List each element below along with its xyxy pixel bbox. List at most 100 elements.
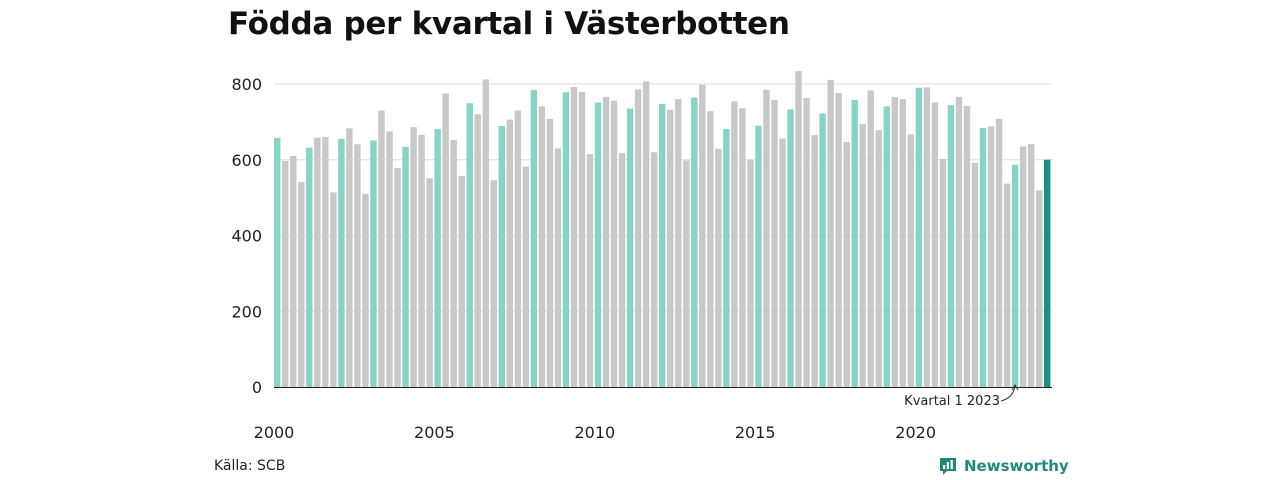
bar [442,93,449,387]
bar [859,124,866,388]
bar [306,147,313,387]
annotation-arrow [1000,385,1016,402]
bar [691,97,698,387]
bar [626,108,634,388]
bar [426,178,433,387]
bar [466,103,473,387]
bar [731,101,738,388]
bar [570,87,578,387]
bar [610,100,618,388]
bar [650,152,658,387]
bar [931,102,939,387]
bar [354,144,361,387]
bar [1019,146,1027,387]
bar [819,113,826,387]
bar [1003,183,1011,387]
bar [402,146,409,387]
bar [939,158,947,387]
newsworthy-icon [940,458,956,475]
bar [378,110,385,387]
bar [779,138,786,387]
bar [947,105,955,388]
bar [867,90,874,387]
bar [434,129,441,387]
bar [963,105,971,387]
bar [755,125,762,387]
bar [386,131,393,387]
bars [274,71,1052,388]
y-tick-label: 200 [231,302,262,321]
bar [827,79,834,387]
bar [458,176,465,387]
bar [506,119,514,387]
bar [835,93,842,387]
bar [739,108,746,388]
bar [811,135,818,387]
bar [522,166,530,387]
bar [602,96,610,387]
x-tick-label: 2020 [895,423,936,442]
x-tick-label: 2010 [574,423,615,442]
bar [915,87,923,387]
bar [586,154,594,387]
bar [410,127,417,388]
bar [282,160,289,387]
bar [763,89,770,388]
bar [675,99,682,388]
bar [979,127,987,387]
bar [907,134,915,387]
bar [538,106,546,387]
annotation: Kvartal 1 2023 [904,384,1019,409]
bar [498,126,505,387]
x-axis-ticks: 2000 2005 2010 2015 2020 [254,423,936,442]
x-tick-label: 2005 [414,423,455,442]
chart-title: Födda per kvartal i Västerbotten [228,6,790,42]
bar [370,140,377,387]
bar [843,141,850,387]
y-tick-label: 800 [231,75,262,94]
bar [899,99,907,388]
bar [971,162,979,387]
bar [562,92,570,387]
bar [1027,144,1035,387]
bar [594,102,602,387]
y-tick-label: 400 [231,227,262,246]
bar [530,90,538,387]
bar [314,137,321,387]
y-axis-ticks: 0 200 400 600 800 [231,75,262,397]
bar [747,159,754,387]
bar [338,138,345,387]
bar [683,160,690,387]
bar [787,109,794,387]
y-tick-label: 0 [252,378,262,397]
x-tick-label: 2015 [735,423,776,442]
bar [554,148,562,387]
bar [546,118,554,387]
bar [450,140,457,387]
y-tick-label: 600 [231,151,262,170]
bar [474,114,481,388]
bar [658,104,666,387]
bar [362,193,369,387]
bar [482,79,489,388]
bar [1035,190,1043,387]
bar [394,168,401,387]
bar [618,152,626,387]
bar [699,84,706,387]
bar [418,134,425,387]
bar [923,87,931,387]
annotation-arrowhead [1011,384,1019,391]
bar [715,148,722,387]
bar [803,98,810,387]
x-tick-label: 2000 [254,423,295,442]
bar [642,81,650,387]
bar [1043,159,1051,387]
bar [955,96,963,387]
bar [514,110,522,387]
bar [298,182,305,387]
bar [274,137,281,387]
bar [330,192,337,387]
bar [987,126,995,388]
bar [995,118,1003,387]
